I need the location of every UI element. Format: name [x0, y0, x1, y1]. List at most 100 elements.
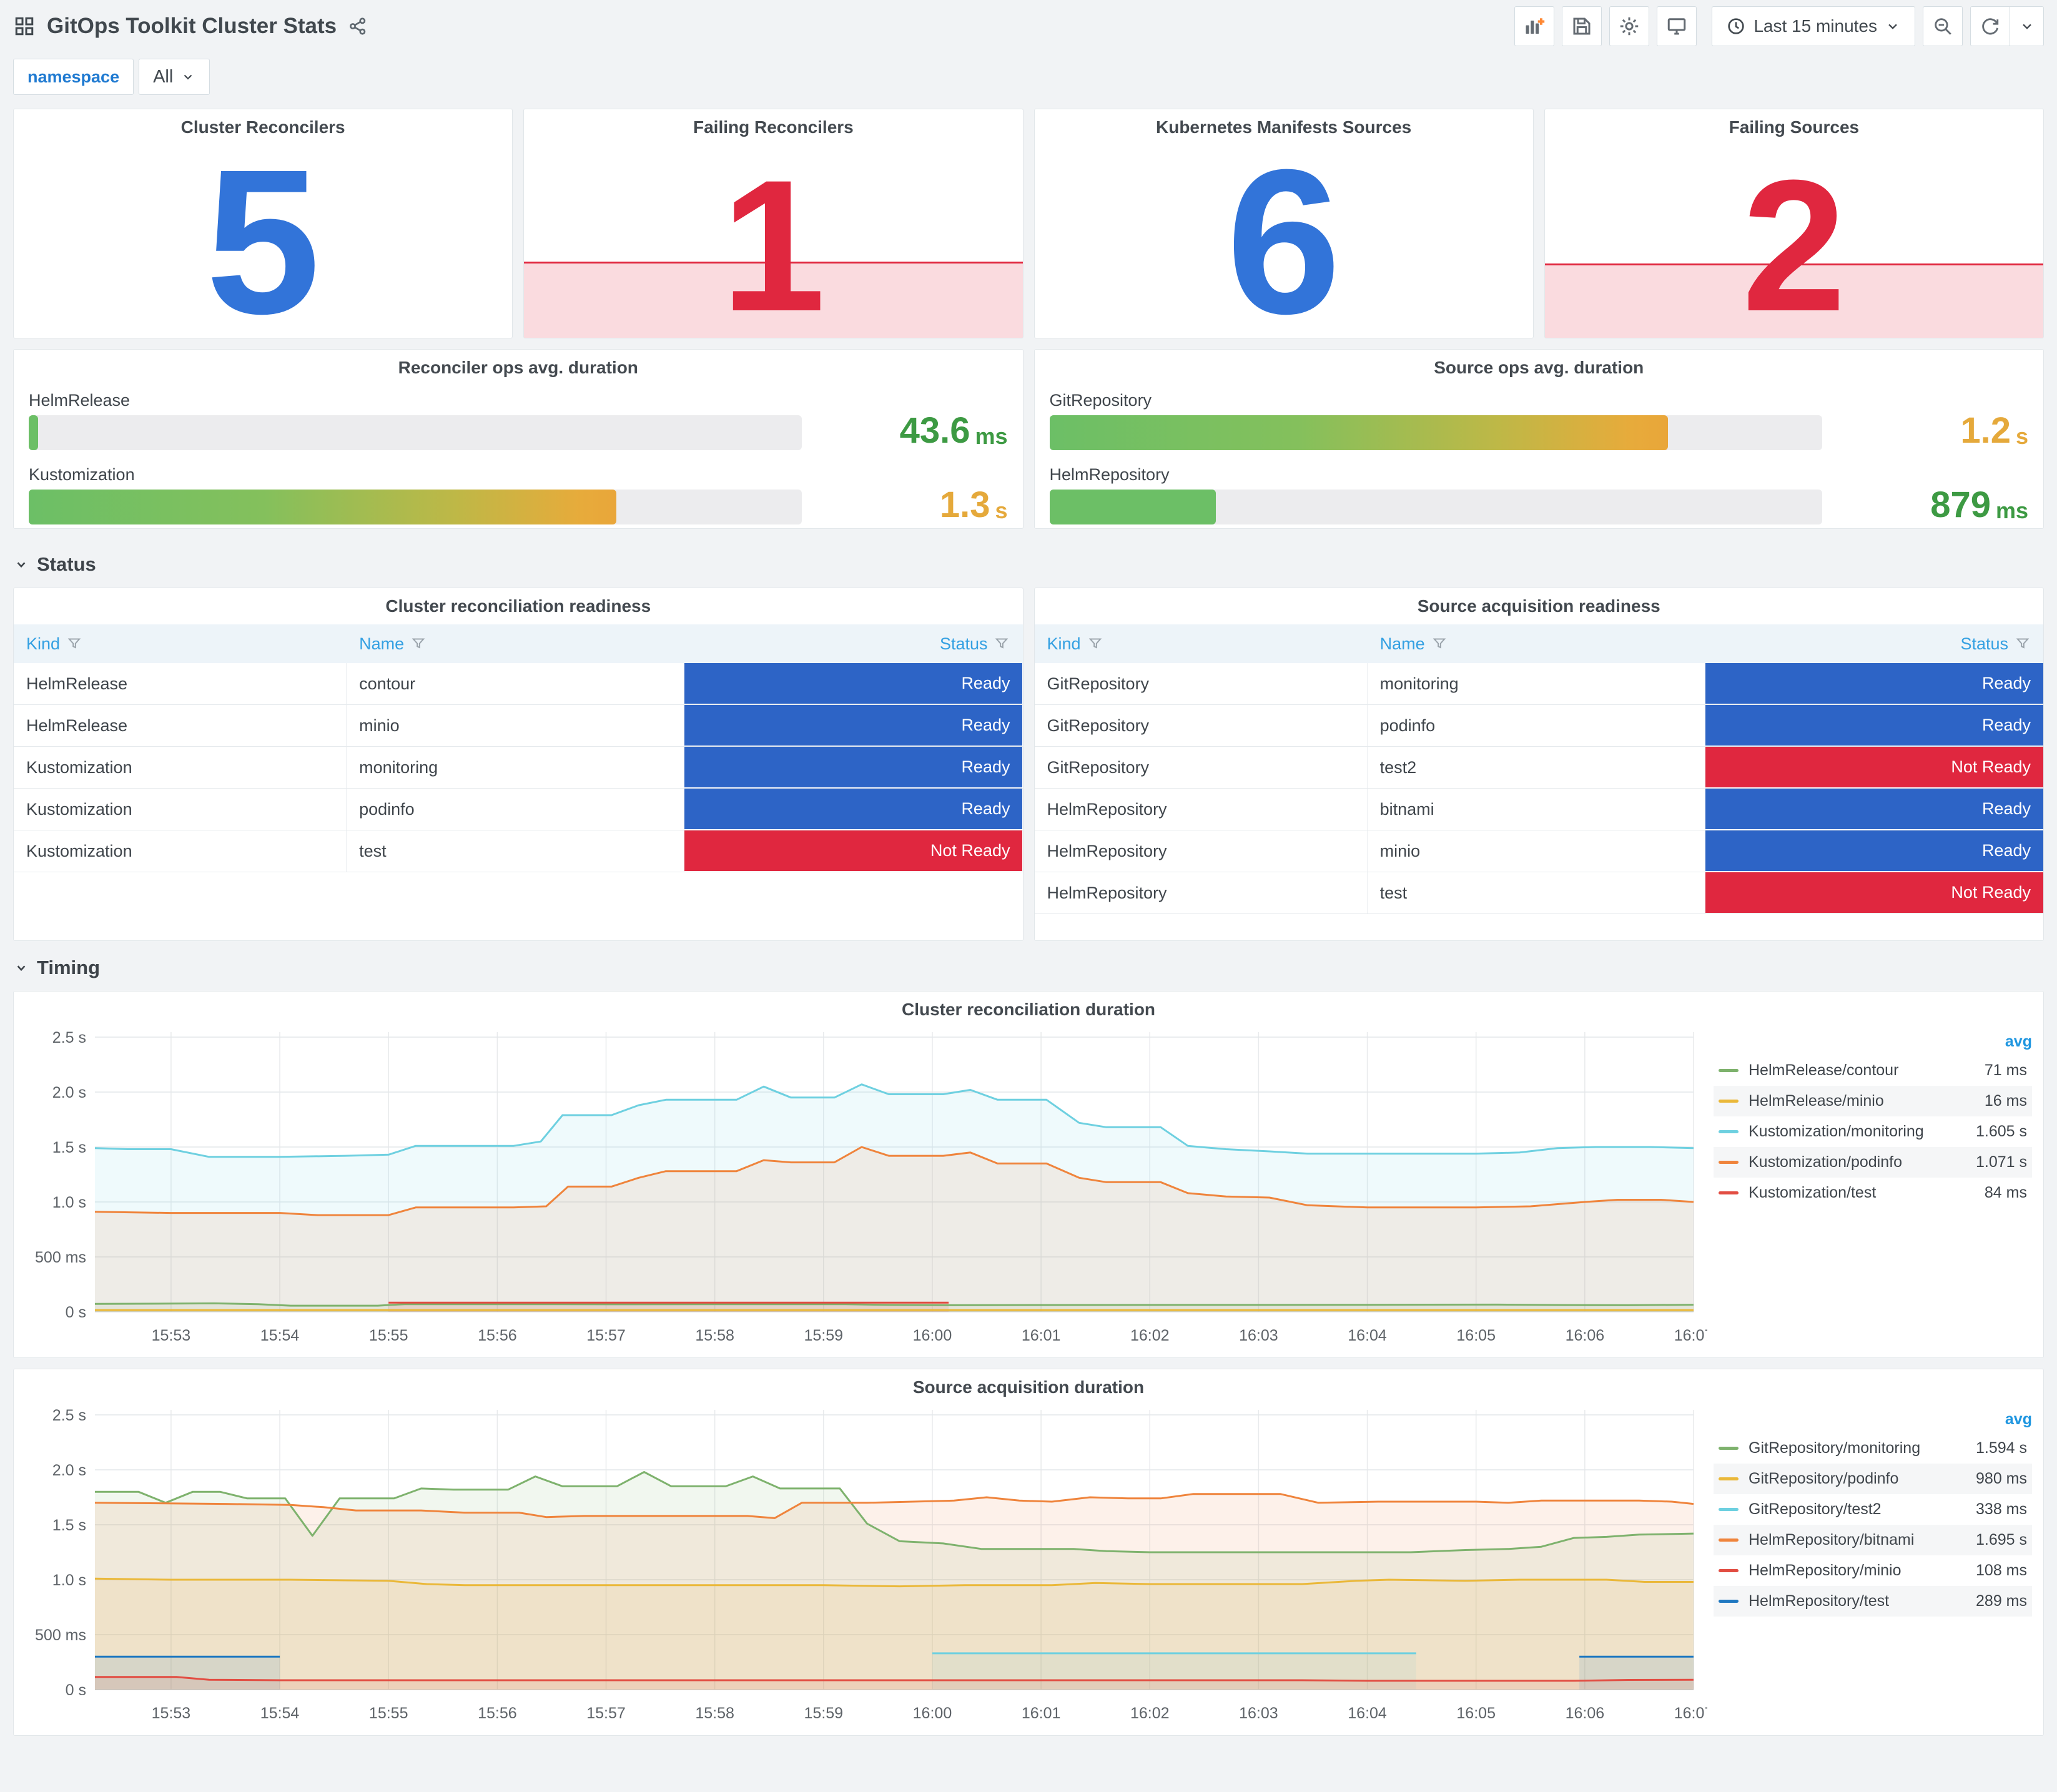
series-color-dash: [1719, 1100, 1739, 1103]
cell-name: monitoring: [347, 747, 685, 788]
namespace-select[interactable]: All: [139, 59, 210, 95]
stat-panel-cluster-reconcilers: Cluster Reconcilers 5: [13, 109, 513, 338]
refresh-button[interactable]: [1970, 6, 2010, 46]
column-header-name[interactable]: Name: [1368, 624, 1705, 663]
column-header-kind[interactable]: Kind: [1035, 624, 1368, 663]
dashboard-settings-button[interactable]: [1609, 6, 1650, 46]
panel-title[interactable]: Cluster Reconcilers: [180, 117, 345, 137]
svg-text:16:01: 16:01: [1022, 1327, 1061, 1344]
legend-item-gitrepository-podinfo[interactable]: GitRepository/podinfo 980 ms: [1714, 1464, 2032, 1494]
tv-icon: [1665, 15, 1688, 37]
cell-kind: GitRepository: [1035, 663, 1368, 704]
panel-title[interactable]: Reconciler ops avg. duration: [398, 358, 638, 377]
section-header-status[interactable]: Status: [13, 544, 2044, 585]
series-color-dash: [1719, 1569, 1739, 1572]
chevron-down-icon: [2019, 18, 2035, 34]
legend-item-helmrelease-minio[interactable]: HelmRelease/minio 16 ms: [1714, 1086, 2032, 1116]
namespace-value: All: [153, 66, 174, 87]
cell-status: Not Ready: [684, 830, 1023, 871]
gauge-value: 1.2 s: [1960, 410, 2028, 451]
gauge-bar: [29, 415, 38, 450]
legend-series-avg: 1.695 s: [1975, 1531, 2027, 1548]
gauge-row-gitrepository: GitRepository 1.2 s: [1049, 387, 2028, 451]
cell-kind: HelmRepository: [1035, 789, 1368, 830]
filter-funnel-icon[interactable]: [1087, 636, 1103, 652]
legend-item-kustomization-test[interactable]: Kustomization/test 84 ms: [1714, 1178, 2032, 1208]
cell-kind: HelmRepository: [1035, 830, 1368, 872]
svg-text:15:57: 15:57: [586, 1705, 626, 1722]
time-range-picker[interactable]: Last 15 minutes: [1712, 6, 1915, 46]
save-dashboard-button[interactable]: [1562, 6, 1602, 46]
zoom-out-button[interactable]: [1923, 6, 1963, 46]
chevron-down-icon: [13, 556, 29, 573]
legend-item-helmrepository-test[interactable]: HelmRepository/test 289 ms: [1714, 1586, 2032, 1617]
panel-title[interactable]: Source acquisition duration: [912, 1377, 1145, 1397]
panel-title[interactable]: Cluster reconciliation duration: [901, 1000, 1156, 1019]
svg-text:16:03: 16:03: [1239, 1327, 1278, 1344]
svg-text:15:55: 15:55: [369, 1327, 408, 1344]
table-row: HelmRepository bitnami Ready: [1034, 789, 2043, 830]
gauge-bar: [1049, 415, 1668, 450]
stat-value: 2: [1742, 140, 1847, 338]
series-line: [94, 1146, 1694, 1216]
chart-legend: avg HelmRelease/contour 71 ms HelmRelease/m…: [1707, 1028, 2043, 1349]
legend-item-gitrepository-test2[interactable]: GitRepository/test2 338 ms: [1714, 1494, 2032, 1525]
refresh-icon: [1980, 16, 2001, 37]
gauge-value: 879 ms: [1930, 485, 2028, 525]
series-color-dash: [1719, 1477, 1739, 1480]
gauge-label: Kustomization: [29, 465, 135, 484]
filter-funnel-icon[interactable]: [1431, 636, 1448, 652]
legend-series-avg: 84 ms: [1984, 1184, 2027, 1201]
panel-title[interactable]: Source acquisition readiness: [1417, 596, 1660, 616]
cell-status: Ready: [684, 705, 1023, 746]
cell-name: minio: [1368, 830, 1705, 872]
filter-funnel-icon[interactable]: [994, 636, 1010, 652]
panel-title[interactable]: Failing Reconcilers: [693, 117, 854, 137]
table-panel-cluster-reconciliation-readiness: Cluster reconciliation readiness Kind Name…: [13, 588, 1024, 941]
svg-text:16:07: 16:07: [1674, 1327, 1707, 1344]
filter-funnel-icon[interactable]: [2015, 636, 2031, 652]
add-panel-button[interactable]: [1514, 6, 1555, 46]
cell-name: test2: [1368, 747, 1705, 788]
legend-series-name: HelmRepository/test: [1749, 1592, 1890, 1610]
filter-funnel-icon[interactable]: [66, 636, 82, 652]
legend-item-helmrelease-contour[interactable]: HelmRelease/contour 71 ms: [1714, 1055, 2032, 1086]
panel-title[interactable]: Source ops avg. duration: [1434, 358, 1644, 377]
stat-sparkline-area: [524, 262, 1023, 338]
dashboard-header: GitOps Toolkit Cluster Stats Last 15 min…: [13, 0, 2044, 52]
section-header-timing[interactable]: Timing: [13, 947, 2044, 988]
panel-title[interactable]: Cluster reconciliation readiness: [385, 596, 651, 616]
legend-series-avg: 980 ms: [1976, 1470, 2027, 1487]
dashboard-toolbar: Last 15 minutes: [1514, 6, 2044, 46]
chart-plot-area[interactable]: 15:53 15:54 15:55 15:56 15:57 15:58 15:59 16:00…: [14, 1028, 1707, 1349]
column-header-name[interactable]: Name: [347, 624, 684, 663]
column-header-status[interactable]: Status: [684, 624, 1022, 663]
dashboard-grid-icon[interactable]: [13, 15, 36, 37]
cycle-view-mode-button[interactable]: [1657, 6, 1697, 46]
cell-status: Not Ready: [1705, 872, 2043, 913]
svg-text:1.5 s: 1.5 s: [52, 1139, 86, 1156]
refresh-interval-dropdown[interactable]: [2010, 6, 2044, 46]
svg-text:500 ms: 500 ms: [35, 1627, 86, 1644]
panel-title[interactable]: Failing Sources: [1729, 117, 1860, 137]
legend-avg-header[interactable]: avg: [2005, 1410, 2032, 1428]
chart-plot-area[interactable]: 15:53 15:54 15:55 15:56 15:57 15:58 15:59 16:00…: [14, 1406, 1707, 1726]
panel-title[interactable]: Kubernetes Manifests Sources: [1156, 117, 1412, 137]
series-color-dash: [1719, 1447, 1739, 1450]
legend-item-gitrepository-monitoring[interactable]: GitRepository/monitoring 1.594 s: [1714, 1433, 2032, 1464]
share-icon[interactable]: [348, 16, 368, 36]
legend-series-avg: 1.594 s: [1975, 1439, 2027, 1457]
legend-item-kustomization-podinfo[interactable]: Kustomization/podinfo 1.071 s: [1714, 1147, 2032, 1178]
series-fill: [95, 1084, 1694, 1312]
legend-avg-header[interactable]: avg: [2005, 1033, 2032, 1050]
filter-funnel-icon[interactable]: [410, 636, 427, 652]
legend-item-helmrepository-minio[interactable]: HelmRepository/minio 108 ms: [1714, 1555, 2032, 1586]
gear-icon: [1618, 15, 1640, 37]
column-header-kind[interactable]: Kind: [14, 624, 347, 663]
variable-label-namespace[interactable]: namespace: [13, 59, 134, 95]
gauge-label: GitRepository: [1049, 391, 1152, 410]
legend-item-kustomization-monitoring[interactable]: Kustomization/monitoring 1.605 s: [1714, 1116, 2032, 1147]
stats-row: Cluster Reconcilers 5 Failing Reconcilers 1…: [13, 109, 2044, 338]
column-header-status[interactable]: Status: [1705, 624, 2043, 663]
legend-item-helmrepository-bitnami[interactable]: HelmRepository/bitnami 1.695 s: [1714, 1525, 2032, 1555]
